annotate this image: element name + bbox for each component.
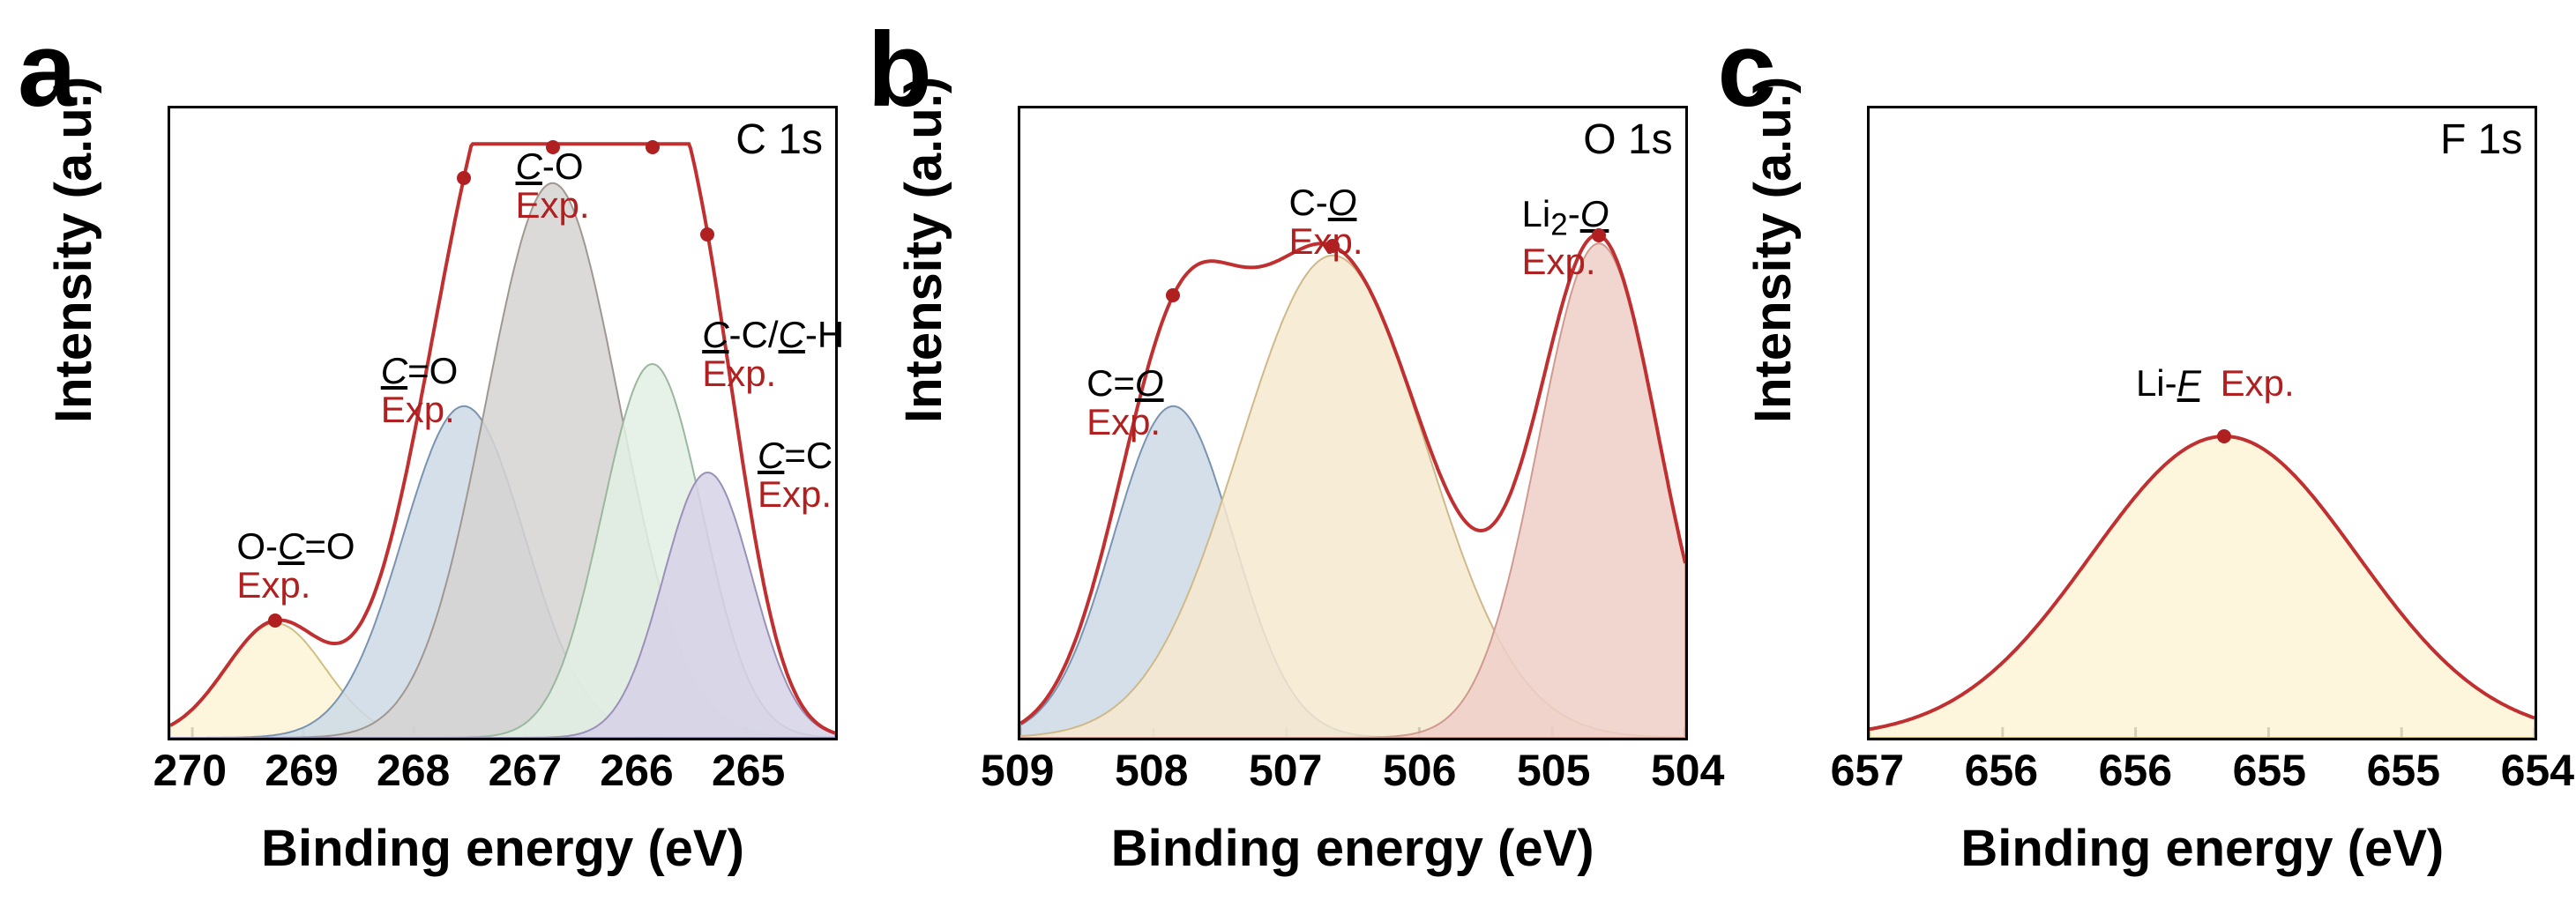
xlabel-b: Binding energy (eV) [1018,819,1688,878]
exp-marker-C-C/C-H [646,140,660,154]
ylabel-b: Intensity (a.u.) [894,77,953,423]
plot-frame-a: C 1s O-C=OExp.C=OExp.C-OExp.C-C/C-HExp.C… [168,106,838,740]
xtick: 267 [489,745,562,796]
xtick: 507 [1249,745,1322,796]
exp-marker-C-O [546,140,560,154]
plot-svg-a [170,108,835,738]
exp-marker-C=O [1166,288,1180,302]
panel-c: c Intensity (a.u.) F 1s Li-F Exp. 657656… [1717,18,2558,904]
xtick: 654 [2501,745,2574,796]
peak-label-O-C=O: O-C=OExp. [236,527,355,605]
figure-row: a Intensity (a.u.) C 1s O-C=OExp.C=OExp.… [18,18,2558,904]
xtick: 655 [2233,745,2306,796]
plot-frame-b: O 1s C=OExp.C-OExp.Li2-OExp. [1018,106,1688,740]
panel-b: b Intensity (a.u.) O 1s C=OExp.C-OExp.Li… [868,18,1709,904]
peak-label-C=O: C=OExp. [381,352,459,429]
xtick: 265 [712,745,785,796]
peak-label-C-C/C-H: C-C/C-HExp. [702,316,844,393]
xtick: 269 [265,745,338,796]
exp-marker-Li-F [2217,429,2231,443]
xtick: 270 [153,745,227,796]
xtick: 509 [981,745,1054,796]
xtick: 657 [1831,745,1904,796]
xticks-c: 657656656655655654 [1867,745,2537,798]
peak-label-Li-F: Li-F Exp. [2136,364,2295,403]
exp-marker-C=O [457,171,471,185]
xtick: 505 [1517,745,1590,796]
xtick: 268 [377,745,450,796]
corner-label-a: C 1s [735,115,823,164]
exp-marker-O-C=O [268,613,282,628]
plot-frame-c: F 1s Li-F Exp. [1867,106,2537,740]
ylabel-c: Intensity (a.u.) [1743,77,1803,423]
peak-fill-Li-F [1870,436,2535,738]
xtick: 504 [1651,745,1724,796]
exp-marker-C-O [1325,239,1340,253]
xtick: 656 [2099,745,2172,796]
xtick: 655 [2367,745,2440,796]
ylabel-a: Intensity (a.u.) [44,77,103,423]
corner-label-c: F 1s [2440,115,2522,164]
xlabel-a: Binding energy (eV) [168,819,838,878]
exp-marker-Li2-O [1592,228,1606,242]
corner-label-b: O 1s [1583,115,1672,164]
xtick: 506 [1383,745,1456,796]
xtick: 266 [600,745,673,796]
xticks-a: 270269268267266265 [168,745,838,798]
plot-svg-c [1870,108,2535,738]
xticks-b: 509508507506505504 [1018,745,1688,798]
xlabel-c: Binding energy (eV) [1867,819,2537,878]
panel-a: a Intensity (a.u.) C 1s O-C=OExp.C=OExp.… [18,18,859,904]
exp-marker-C=C [700,227,714,242]
peak-label-C-O: C-OExp. [516,147,590,225]
peak-label-C=O: C=OExp. [1086,364,1164,442]
xtick: 656 [1965,745,2038,796]
xtick: 508 [1115,745,1188,796]
peak-label-C=C: C=CExp. [758,436,833,514]
